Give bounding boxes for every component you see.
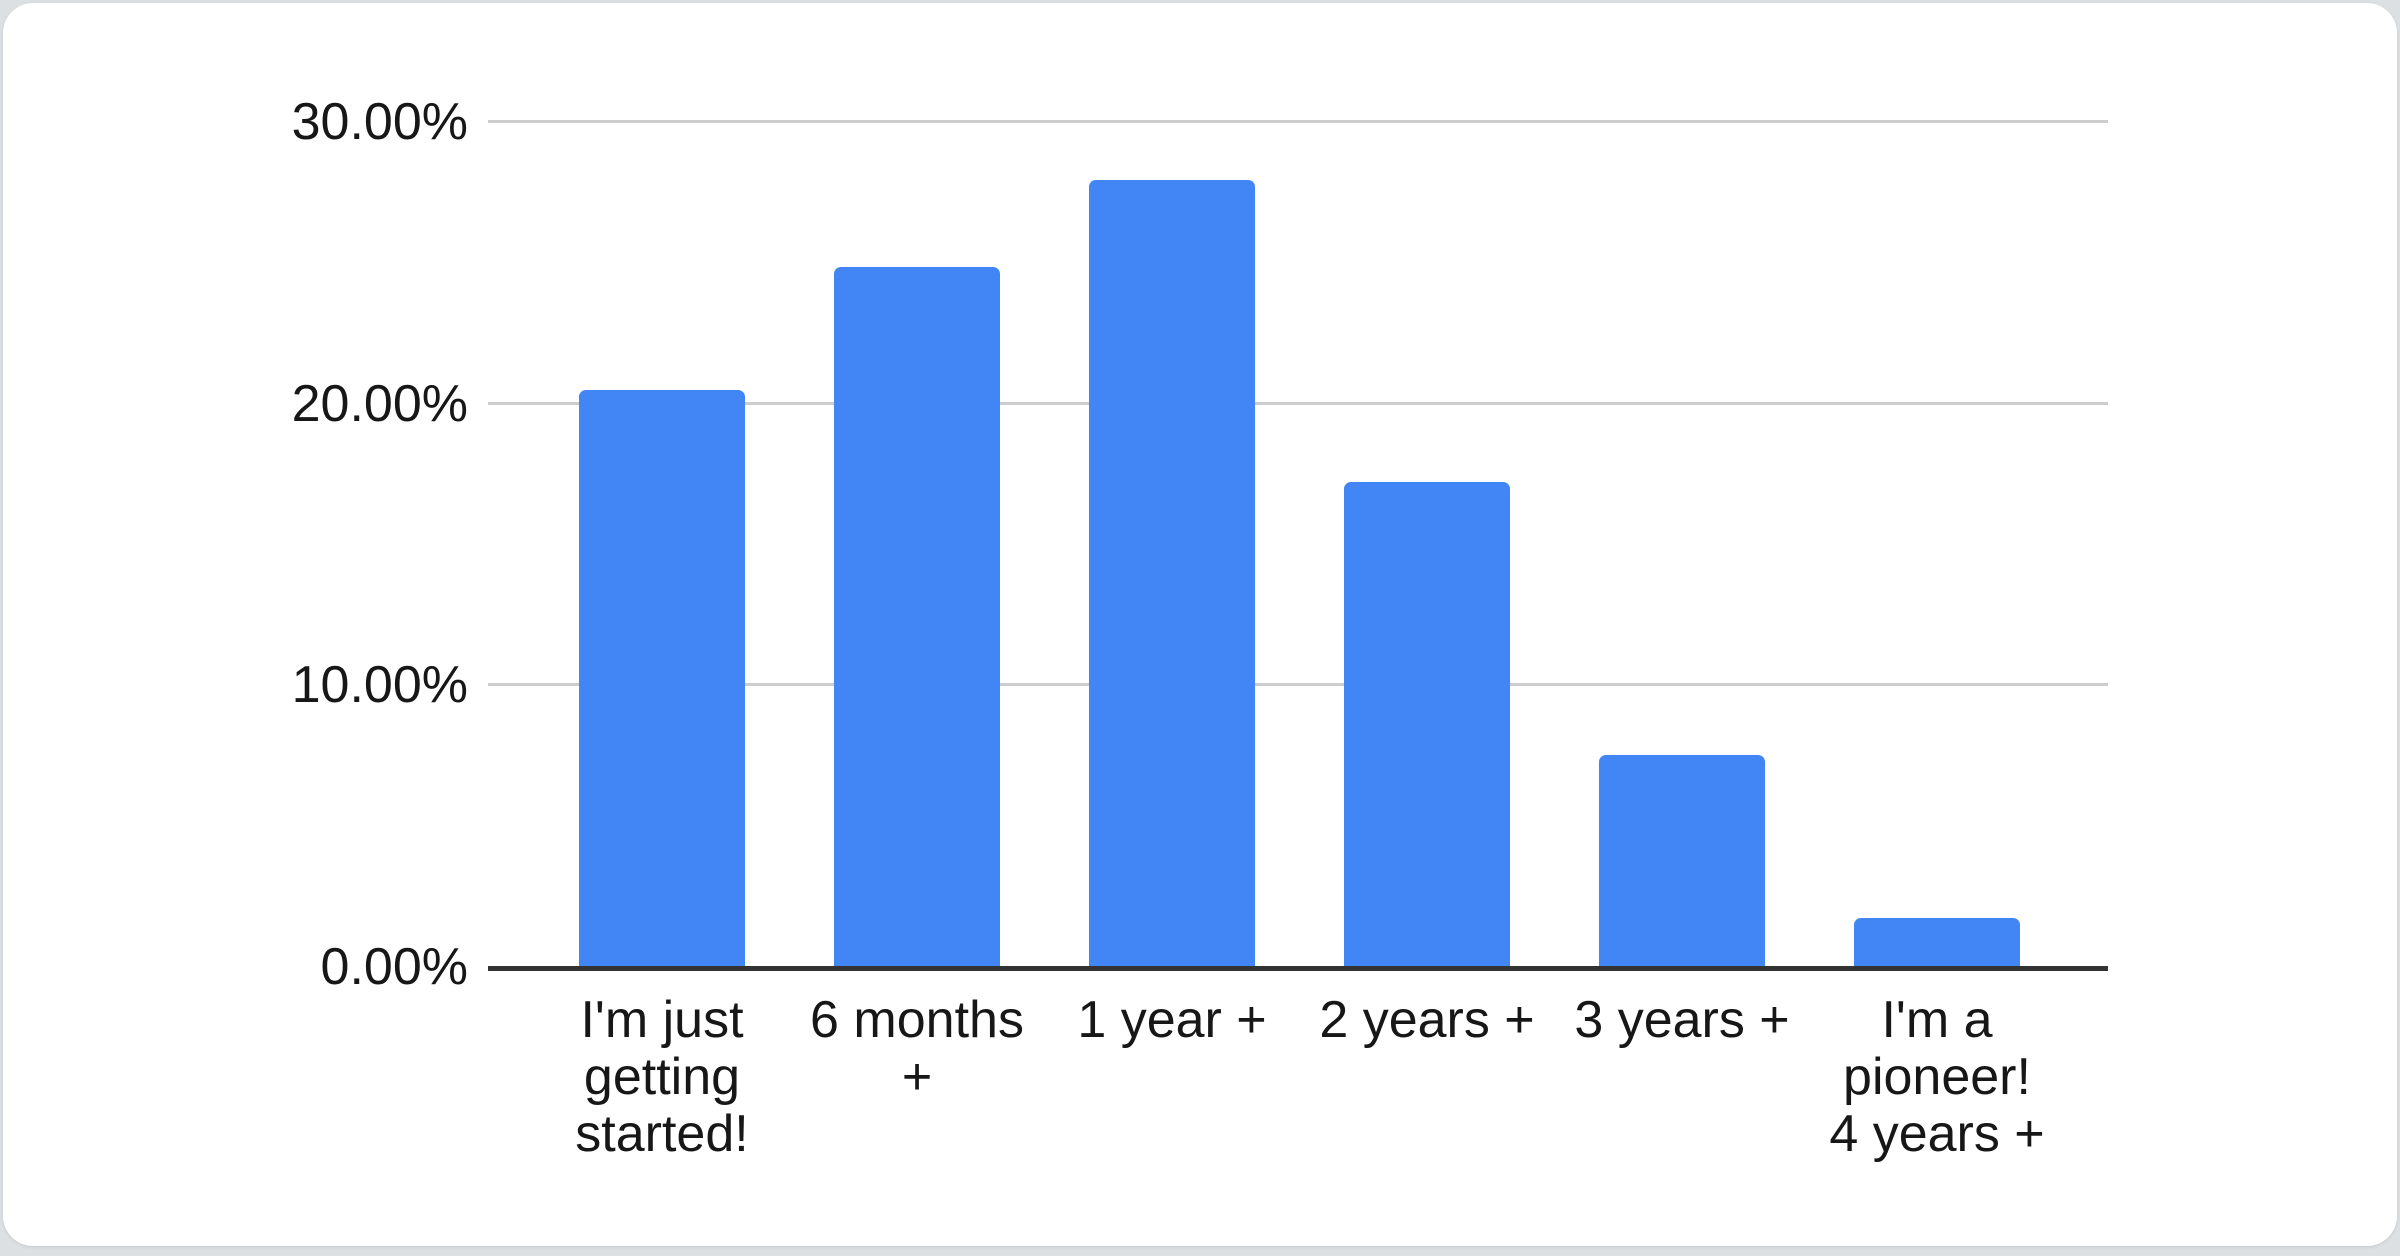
x-category-label: 6 months + bbox=[810, 991, 1024, 1106]
gridline-10 bbox=[488, 683, 2108, 687]
x-category-label: I'm just getting started! bbox=[575, 991, 749, 1163]
x-category-label: 1 year + bbox=[1077, 991, 1267, 1049]
bar bbox=[1599, 754, 1765, 966]
bar bbox=[834, 267, 1000, 966]
bar bbox=[579, 389, 745, 966]
gridline-30 bbox=[488, 120, 2108, 123]
x-category-label: 3 years + bbox=[1574, 991, 1790, 1049]
bar bbox=[1089, 180, 1255, 966]
x-category-label: 2 years + bbox=[1319, 991, 1535, 1049]
bar bbox=[1854, 918, 2020, 966]
bar bbox=[1344, 481, 1510, 966]
y-tick-label: 30.00% bbox=[291, 93, 468, 151]
y-tick-label: 0.00% bbox=[320, 938, 468, 996]
y-tick-label: 10.00% bbox=[291, 656, 468, 715]
gridline-20 bbox=[488, 401, 2108, 405]
x-category-label: I'm a pioneer! 4 years + bbox=[1829, 991, 2045, 1163]
chart-card: 0.00% 10.00% 20.00% 30.00% I'm just getting… bbox=[3, 3, 2397, 1246]
y-tick-label: 20.00% bbox=[291, 374, 468, 433]
x-axis-line bbox=[488, 966, 2108, 971]
